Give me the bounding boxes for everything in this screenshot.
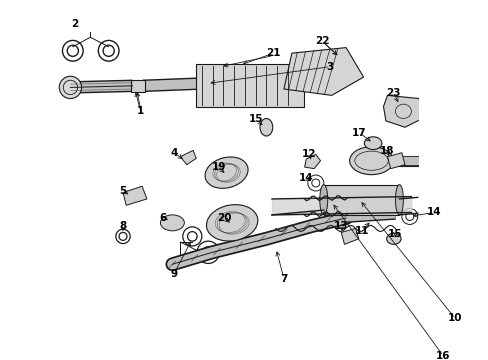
Polygon shape [123, 186, 146, 205]
Polygon shape [180, 150, 196, 165]
Text: 5: 5 [119, 186, 126, 196]
Text: 15: 15 [248, 114, 263, 124]
Ellipse shape [319, 185, 327, 215]
Text: 10: 10 [447, 314, 462, 323]
Text: 1: 1 [137, 106, 144, 116]
Ellipse shape [160, 215, 184, 231]
Text: 11: 11 [354, 226, 368, 236]
Bar [323, 185, 399, 215]
Text: 17: 17 [351, 128, 366, 138]
Text: 13: 13 [333, 221, 348, 231]
Ellipse shape [395, 185, 403, 215]
Text: 21: 21 [266, 48, 280, 58]
Text: 8: 8 [119, 221, 126, 231]
Polygon shape [341, 228, 358, 244]
Text: 18: 18 [380, 146, 394, 156]
Text: 15: 15 [387, 229, 402, 239]
Ellipse shape [260, 118, 272, 136]
Polygon shape [284, 48, 363, 95]
Ellipse shape [206, 204, 257, 241]
Ellipse shape [386, 233, 400, 244]
Bar [131, 80, 145, 92]
Text: 2: 2 [71, 19, 78, 29]
Ellipse shape [204, 157, 247, 188]
Text: 4: 4 [170, 148, 177, 158]
Text: 6: 6 [159, 213, 166, 223]
Text: 23: 23 [386, 88, 400, 98]
Polygon shape [383, 95, 420, 127]
Ellipse shape [349, 147, 393, 175]
Bar [196, 63, 303, 107]
Ellipse shape [364, 137, 381, 149]
Text: 22: 22 [314, 36, 329, 46]
Text: 3: 3 [326, 62, 333, 72]
Polygon shape [386, 153, 404, 169]
Ellipse shape [59, 76, 81, 99]
Text: 12: 12 [302, 149, 316, 159]
Text: 7: 7 [280, 274, 287, 284]
Text: 20: 20 [217, 213, 231, 223]
Polygon shape [304, 154, 320, 169]
Text: 16: 16 [435, 351, 449, 360]
Text: 9: 9 [170, 269, 177, 279]
Text: 14: 14 [298, 173, 313, 183]
Text: 19: 19 [211, 162, 225, 172]
Text: 14: 14 [426, 207, 440, 217]
